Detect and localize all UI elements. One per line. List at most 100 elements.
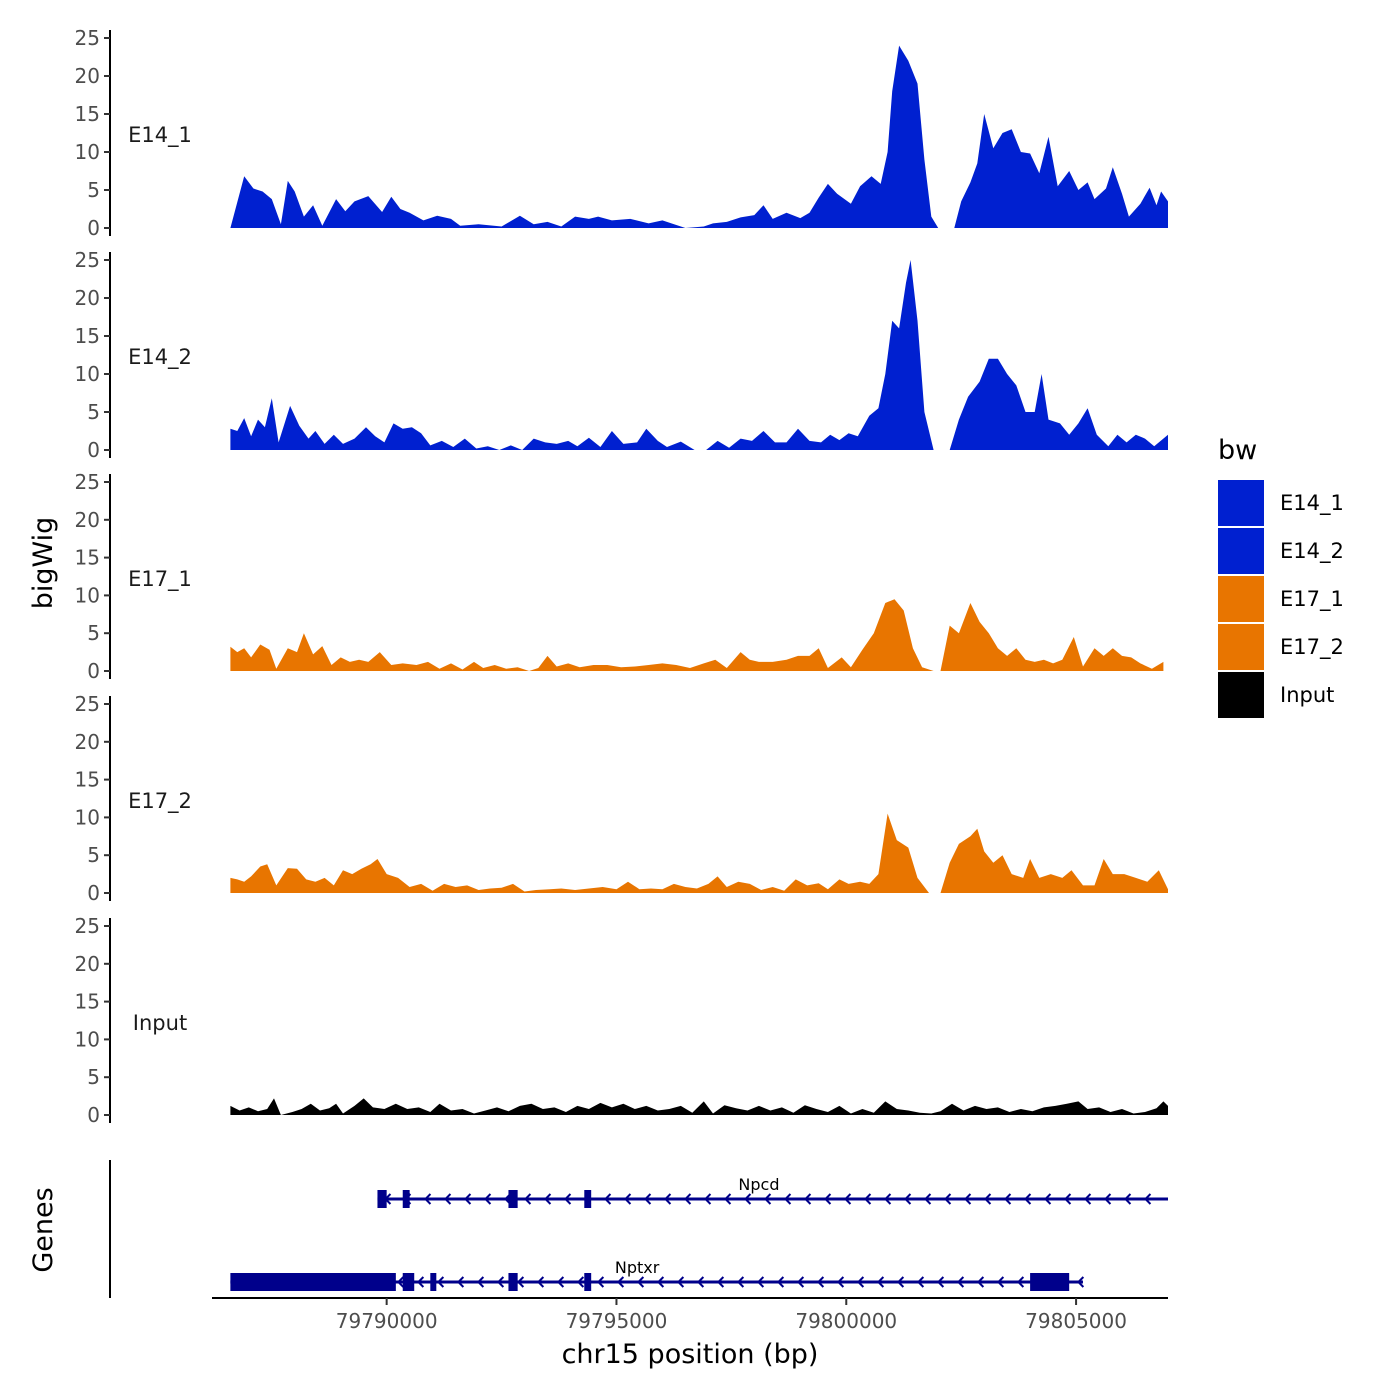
strand-arrow bbox=[724, 1193, 732, 1205]
strand-arrow bbox=[1124, 1193, 1132, 1205]
strand-arrow bbox=[656, 1276, 665, 1288]
legend-key-E14_2 bbox=[1218, 528, 1264, 574]
strand-arrow bbox=[476, 1276, 485, 1288]
strand-arrow bbox=[936, 1276, 945, 1288]
strand-arrow bbox=[604, 1193, 612, 1205]
y-tick-label: 0 bbox=[87, 659, 100, 683]
strand-arrow bbox=[1104, 1193, 1112, 1205]
y-tick-label: 25 bbox=[75, 470, 100, 494]
y-tick-label: 10 bbox=[75, 583, 100, 607]
y-tick-label: 20 bbox=[75, 508, 100, 532]
strand-arrow bbox=[484, 1193, 492, 1205]
y-tick-label: 20 bbox=[75, 730, 100, 754]
y-tick-label: 15 bbox=[75, 102, 100, 126]
y-tick-label: 25 bbox=[75, 914, 100, 938]
y-tick-label: 5 bbox=[87, 621, 100, 645]
track-E14_2: 0 5 10 15 20 25 E14_2 bbox=[75, 248, 1168, 462]
strand-arrow bbox=[524, 1193, 532, 1205]
y-tick-label: 5 bbox=[87, 1065, 100, 1089]
strand-arrow bbox=[716, 1276, 725, 1288]
strand-arrow bbox=[816, 1276, 825, 1288]
strand-arrow bbox=[704, 1193, 712, 1205]
track-Input: 0 5 10 15 20 25 Input bbox=[75, 914, 1168, 1127]
strand-arrow bbox=[764, 1193, 772, 1205]
strand-arrow bbox=[664, 1193, 672, 1205]
strand-arrow bbox=[776, 1276, 785, 1288]
track-label-E14_2: E14_2 bbox=[128, 345, 192, 370]
strand-arrow bbox=[976, 1276, 985, 1288]
strand-arrow bbox=[1044, 1193, 1052, 1205]
strand-arrow bbox=[864, 1193, 872, 1205]
strand-arrow bbox=[396, 1276, 405, 1288]
strand-arrow bbox=[896, 1276, 905, 1288]
strand-arrow bbox=[684, 1193, 692, 1205]
legend-label-E14_1: E14_1 bbox=[1280, 491, 1344, 516]
strand-arrow bbox=[796, 1276, 805, 1288]
track-E14_1: 0 5 10 15 20 25 E14_1 bbox=[75, 26, 1168, 240]
y-tick-label: 25 bbox=[75, 26, 100, 50]
strand-arrow bbox=[496, 1276, 505, 1288]
strand-arrow bbox=[416, 1276, 425, 1288]
track-E17_1: 0 5 10 15 20 25 E17_1 bbox=[75, 470, 1164, 683]
y-tick-label: 0 bbox=[87, 881, 100, 905]
strand-arrow bbox=[516, 1276, 525, 1288]
strand-arrow bbox=[784, 1193, 792, 1205]
gene-exon-utr bbox=[230, 1273, 396, 1291]
gene-label: Npcd bbox=[738, 1175, 779, 1194]
strand-arrow bbox=[1076, 1276, 1085, 1288]
track-label-E14_1: E14_1 bbox=[128, 123, 192, 148]
strand-arrow bbox=[676, 1276, 685, 1288]
x-axis: 79790000 79795000 79800000 79805000 bbox=[212, 1297, 1168, 1333]
strand-arrow bbox=[884, 1193, 892, 1205]
strand-arrow bbox=[1016, 1276, 1025, 1288]
y-tick-label: 25 bbox=[75, 692, 100, 716]
strand-arrow bbox=[1144, 1193, 1152, 1205]
y-tick-label: 10 bbox=[75, 805, 100, 829]
legend: bw E14_1 E14_2 E17_1 E17_2 Input bbox=[1218, 435, 1344, 718]
y-tick-label: 0 bbox=[87, 216, 100, 240]
strand-arrow bbox=[944, 1193, 952, 1205]
gene-Nptxr: Nptxr bbox=[230, 1258, 1085, 1291]
strand-arrow bbox=[624, 1193, 632, 1205]
gene-exon bbox=[584, 1190, 592, 1208]
strand-arrow bbox=[596, 1276, 605, 1288]
strand-arrow bbox=[696, 1276, 705, 1288]
track-label-E17_1: E17_1 bbox=[128, 567, 192, 592]
legend-label-E17_1: E17_1 bbox=[1280, 587, 1344, 612]
strand-arrow bbox=[836, 1276, 845, 1288]
strand-arrow bbox=[1004, 1193, 1012, 1205]
genes-panel: Npcd Nptxr bbox=[109, 1160, 1168, 1298]
y-tick-label: 10 bbox=[75, 362, 100, 386]
area-E14_2 bbox=[230, 260, 1168, 450]
x-tick-label: 79805000 bbox=[1025, 1309, 1127, 1333]
legend-key-E17_2 bbox=[1218, 624, 1264, 670]
gene-exon-utr bbox=[1030, 1273, 1070, 1291]
y-tick-label: 5 bbox=[87, 400, 100, 424]
strand-arrow bbox=[956, 1276, 965, 1288]
bigwig-tracks: 0 5 10 15 20 25 E14_1 0 5 10 15 20 25 E14_2 0 5 10 15 20 25… bbox=[75, 26, 1168, 1127]
area-Input bbox=[230, 1098, 1168, 1115]
strand-arrow bbox=[844, 1193, 852, 1205]
strand-arrow bbox=[444, 1193, 452, 1205]
strand-arrow bbox=[564, 1193, 572, 1205]
strand-arrow bbox=[744, 1193, 752, 1205]
area-E17_1 bbox=[230, 599, 1164, 671]
y-tick-label: 0 bbox=[87, 1103, 100, 1127]
y-tick-label: 5 bbox=[87, 178, 100, 202]
y-tick-label: 0 bbox=[87, 438, 100, 462]
strand-arrow bbox=[424, 1193, 432, 1205]
gene-label: Nptxr bbox=[615, 1258, 660, 1277]
legend-key-Input bbox=[1218, 672, 1264, 718]
track-E17_2: 0 5 10 15 20 25 E17_2 bbox=[75, 692, 1168, 905]
x-tick-label: 79795000 bbox=[566, 1309, 668, 1333]
x-axis-title: chr15 position (bp) bbox=[562, 1339, 819, 1370]
gene-exon bbox=[377, 1190, 387, 1208]
x-tick-label: 79790000 bbox=[336, 1309, 438, 1333]
strand-arrow bbox=[736, 1276, 745, 1288]
strand-arrow bbox=[436, 1276, 445, 1288]
strand-arrow bbox=[1024, 1193, 1032, 1205]
strand-arrow bbox=[556, 1276, 565, 1288]
strand-arrow bbox=[856, 1276, 865, 1288]
strand-arrow bbox=[1064, 1193, 1072, 1205]
